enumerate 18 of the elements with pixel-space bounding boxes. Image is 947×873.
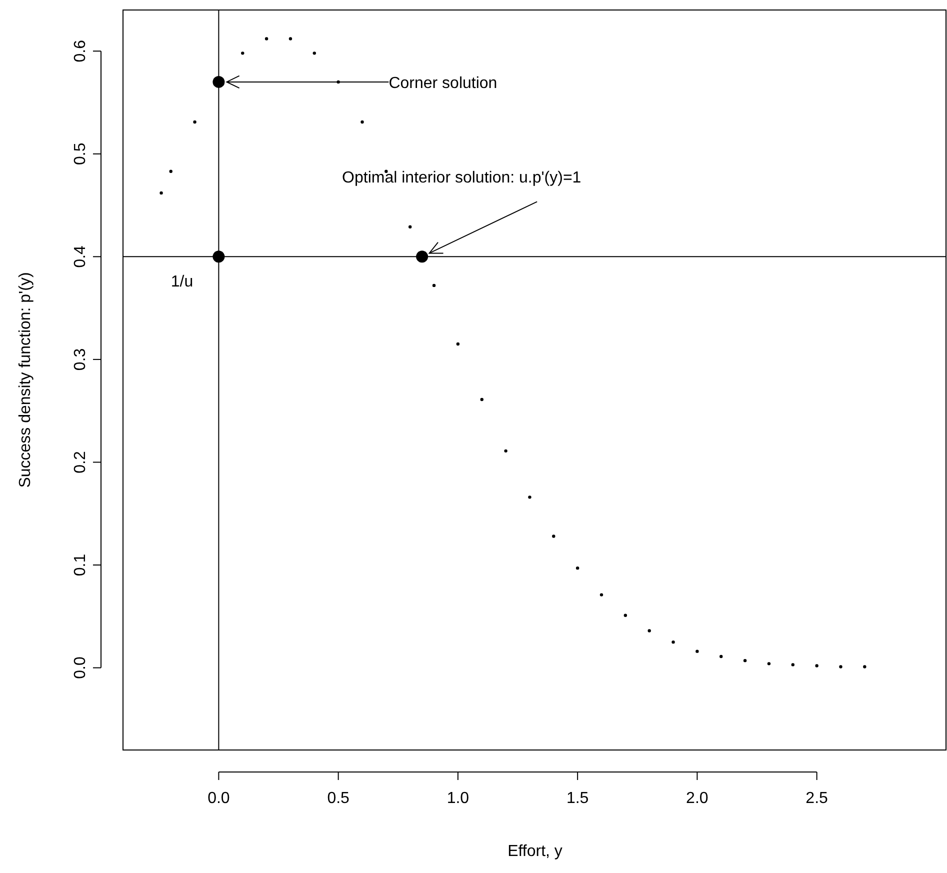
y-tick-label: 0.6 [72,40,89,62]
ref-line-label: 1/u [170,274,194,291]
annotation: Corner solution [388,74,498,92]
x-axis-title: Effort, y [508,843,562,860]
x-tick-label: 2.0 [686,790,708,807]
x-tick-label: 0.5 [327,790,350,807]
y-tick-label: 0.5 [72,142,89,166]
x-tick-label: 1.0 [446,790,470,807]
x-tick-label: 1.5 [566,790,589,807]
y-tick-label: 0.2 [72,451,89,474]
y-tick-label: 0.0 [72,656,89,679]
y-axis-title: Success density function: p'(y) [17,272,34,488]
annotation: Optimal interior solution: u.p'(y)=1 [342,170,582,187]
y-tick-label: 0.3 [72,348,89,371]
y-tick-label: 0.1 [72,554,89,576]
x-tick-label: 0.0 [208,790,230,807]
y-tick-label: 0.4 [72,245,89,268]
x-tick-label: 2.5 [806,790,828,807]
